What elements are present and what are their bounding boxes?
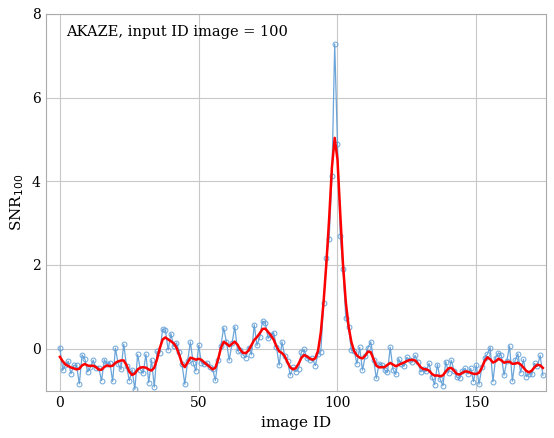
X-axis label: image ID: image ID <box>261 416 331 430</box>
Y-axis label: SNR$_{100}$: SNR$_{100}$ <box>8 173 26 231</box>
Text: AKAZE, input ID image = 100: AKAZE, input ID image = 100 <box>66 25 288 39</box>
